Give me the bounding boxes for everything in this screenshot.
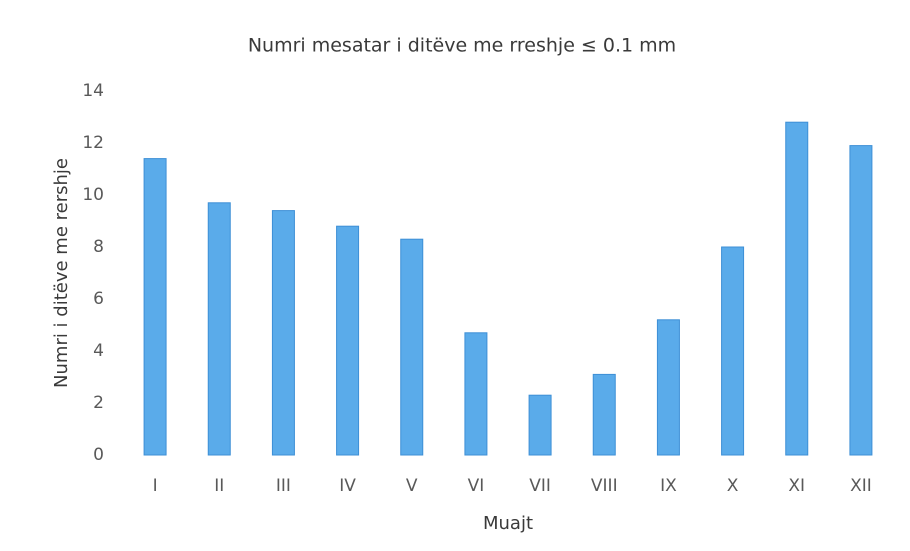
chart-title: Numri mesatar i ditëve me rreshje ≤ 0.1 …: [248, 35, 676, 57]
x-tick-label: II: [214, 476, 224, 496]
bar: [656, 319, 680, 456]
x-tick-label: III: [276, 476, 291, 496]
x-tick-label: I: [153, 476, 158, 496]
bar: [143, 158, 167, 456]
y-tick-label: 0: [93, 445, 104, 465]
y-tick-label: 8: [93, 237, 104, 257]
x-tick-label: VII: [529, 476, 551, 496]
bar: [721, 246, 745, 456]
y-axis-title: Numri i ditëve me rershje: [51, 158, 72, 388]
bar: [785, 121, 809, 456]
bar: [464, 332, 488, 456]
y-tick-label: 10: [82, 185, 104, 205]
bar: [849, 145, 873, 456]
bar: [592, 373, 616, 456]
y-tick-label: 14: [82, 81, 104, 101]
x-tick-label: IX: [660, 476, 677, 496]
y-tick-label: 12: [82, 133, 104, 153]
y-tick-label: 4: [93, 341, 104, 361]
x-tick-label: IV: [339, 476, 356, 496]
bar: [336, 225, 360, 456]
x-tick-label: VI: [468, 476, 485, 496]
x-axis-title: Muajt: [483, 513, 533, 534]
x-tick-label: VIII: [591, 476, 618, 496]
y-tick-label: 2: [93, 393, 104, 413]
x-tick-label: X: [727, 476, 739, 496]
bar: [528, 394, 552, 456]
bar: [271, 210, 295, 456]
x-tick-label: XI: [788, 476, 805, 496]
bar: [400, 238, 424, 456]
bar: [207, 202, 231, 456]
x-tick-label: XII: [850, 476, 872, 496]
x-tick-label: V: [406, 476, 418, 496]
y-tick-label: 6: [93, 289, 104, 309]
